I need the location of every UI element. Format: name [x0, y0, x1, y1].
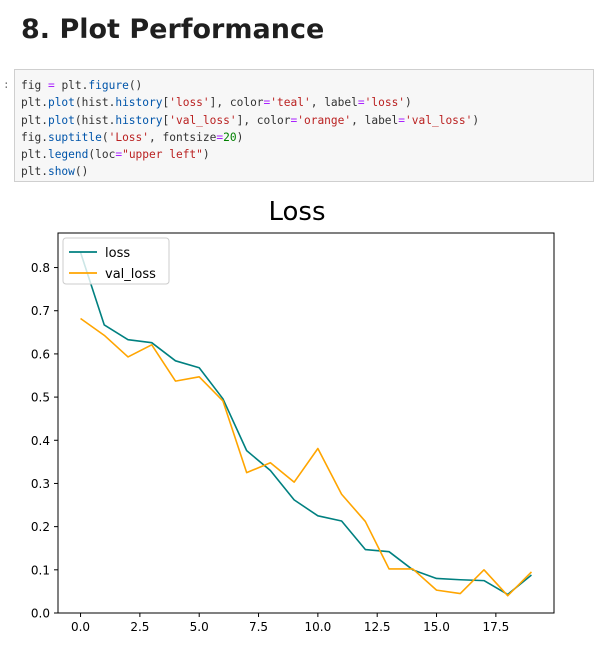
code-token: [ [162, 96, 170, 110]
code-token: () [74, 165, 89, 179]
code-token: 20 [223, 130, 237, 144]
code-token: , label [310, 96, 358, 110]
series-line-val-loss [80, 317, 533, 597]
code-token: ) [405, 96, 412, 110]
code-line: plt.plot(hist.history['val_loss'], color… [21, 114, 479, 127]
code-line: fig = plt.figure() [21, 79, 142, 92]
code-line: plt.plot(hist.history['loss'], color='te… [21, 96, 412, 109]
code-token: ( [101, 130, 109, 144]
code-token: = [216, 130, 224, 144]
code-editor[interactable]: fig = plt.figure() plt.plot(hist.history… [21, 77, 479, 181]
code-token: suptitle [47, 130, 102, 144]
code-token: ], color [236, 113, 291, 127]
y-tick-label: 0.1 [31, 563, 50, 577]
code-cell[interactable]: fig = plt.figure() plt.plot(hist.history… [14, 69, 594, 182]
y-tick-label: 0.4 [31, 434, 50, 448]
code-token: = [290, 113, 298, 127]
y-tick-label: 0.6 [31, 347, 50, 361]
code-token: show [47, 165, 75, 179]
legend-label-val-loss: val_loss [105, 267, 156, 282]
y-tick-label: 0.8 [31, 261, 50, 275]
code-line: plt.show() [21, 165, 88, 178]
code-token: ) [202, 148, 210, 162]
code-token: plt. [54, 79, 89, 92]
code-token: 'Loss' [108, 130, 150, 144]
y-tick-label: 0.3 [31, 477, 50, 491]
code-token: = [263, 96, 271, 110]
chart-title: Loss [268, 197, 325, 227]
code-token: plot [47, 96, 75, 110]
loss-chart: Loss 0.0 2.5 5.0 7.5 10.0 12.5 15.0 17.5 0.0 0.1 0… [31, 197, 555, 634]
code-token: history [115, 96, 163, 110]
code-token: plt. [21, 165, 48, 179]
code-token: () [128, 79, 143, 92]
code-token: (hist. [74, 96, 116, 110]
code-token: = [398, 113, 406, 127]
y-tick-label: 0.7 [31, 304, 50, 318]
code-token: 'val_loss' [405, 113, 473, 127]
code-token: 'val_loss' [169, 113, 237, 127]
code-token: 'teal' [270, 96, 311, 110]
series-line-loss [79, 252, 532, 596]
y-tick-label: 0.0 [31, 607, 50, 621]
code-token: "upper left" [122, 148, 203, 162]
code-line: plt.legend(loc="upper left") [21, 148, 210, 161]
x-tick-label: 10.0 [305, 620, 332, 634]
x-tick-label: 17.5 [482, 620, 509, 634]
code-token: 'loss' [364, 96, 406, 110]
code-token: ], color [209, 96, 264, 110]
code-token: plot [47, 113, 75, 127]
cell-prompt: : [3, 78, 10, 91]
x-tick-label: 15.0 [423, 620, 450, 634]
code-token: fig. [21, 130, 48, 144]
section-heading: 8. Plot Performance [21, 14, 325, 45]
code-token: plt. [21, 148, 48, 162]
code-line: fig.suptitle('Loss', fontsize=20) [21, 131, 243, 144]
code-token: (hist. [74, 113, 116, 127]
code-token: (loc [88, 148, 116, 162]
x-tick-label: 0.0 [71, 620, 90, 634]
code-token: plt. [21, 96, 48, 110]
plot-frame [57, 232, 555, 614]
legend-label-loss: loss [105, 246, 130, 261]
x-tick-label: 12.5 [364, 620, 391, 634]
x-tick-label: 7.5 [249, 620, 268, 634]
x-tick-label: 2.5 [130, 620, 149, 634]
code-token: [ [162, 113, 170, 127]
code-token: ) [472, 113, 480, 127]
y-tick-label: 0.2 [31, 520, 50, 534]
y-tick-label: 0.5 [31, 391, 50, 405]
code-token: , label [351, 113, 399, 127]
code-token: fig [21, 79, 48, 92]
code-token: history [115, 113, 163, 127]
code-token: = [357, 96, 365, 110]
code-token: 'orange' [297, 113, 352, 127]
code-token: = [115, 148, 123, 162]
code-token: 'loss' [169, 96, 210, 110]
code-token: legend [47, 148, 89, 162]
code-token: , fontsize [149, 130, 217, 144]
code-token: figure [88, 79, 129, 92]
code-token: ) [236, 130, 244, 144]
code-token: = [47, 79, 55, 92]
x-tick-label: 5.0 [190, 620, 209, 634]
code-token: plt. [21, 113, 48, 127]
